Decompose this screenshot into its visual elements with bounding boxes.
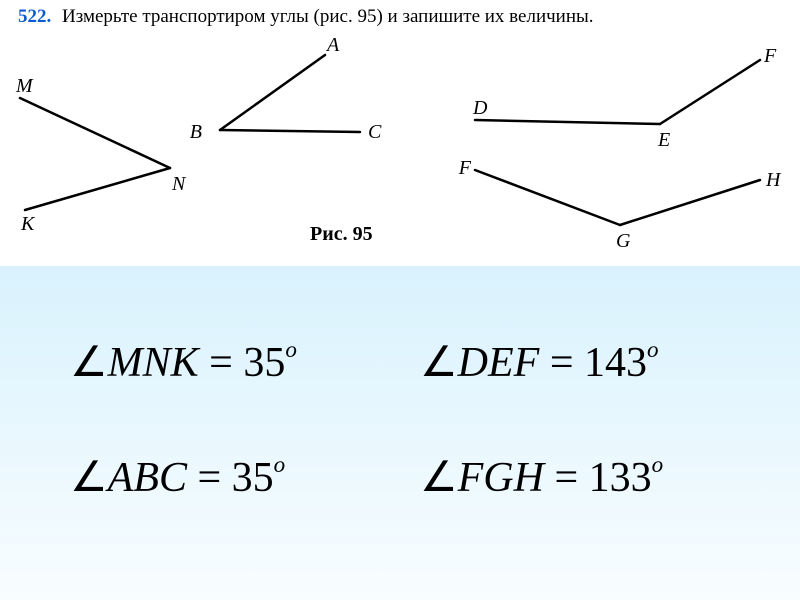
answer-MNK: ∠MNK = 35o [70,336,297,386]
figure-caption: Рис. 95 [310,223,373,245]
point-label-F: F [763,45,777,67]
answer-DEF: ∠DEF = 143o [420,336,659,386]
point-label-A: A [325,34,340,56]
point-label-H: H [765,169,782,191]
point-label-N: N [171,173,187,195]
point-label-D: D [472,97,488,119]
point-label-B: B [190,121,202,143]
answers-area: ∠MNK = 35o ∠ABC = 35o ∠DEF = 143o ∠FGH = 13… [0,266,800,600]
point-label-G: G [616,230,631,252]
point-label-M: M [15,75,34,97]
point-label-F: F [458,157,472,179]
point-label-E: E [657,129,670,151]
point-label-C: C [368,121,382,143]
answer-FGH: ∠FGH = 133o [420,451,663,501]
answers-svg: ∠MNK = 35o ∠ABC = 35o ∠DEF = 143o ∠FGH = 13… [0,266,800,600]
answer-ABC: ∠ABC = 35o [70,451,285,501]
problem-area: 522. Измерьте транспортиром углы (рис. 9… [0,0,800,266]
geometry-diagram: M N K B A C D E F F G H Рис. 95 [0,0,800,266]
point-label-K: K [20,213,36,235]
